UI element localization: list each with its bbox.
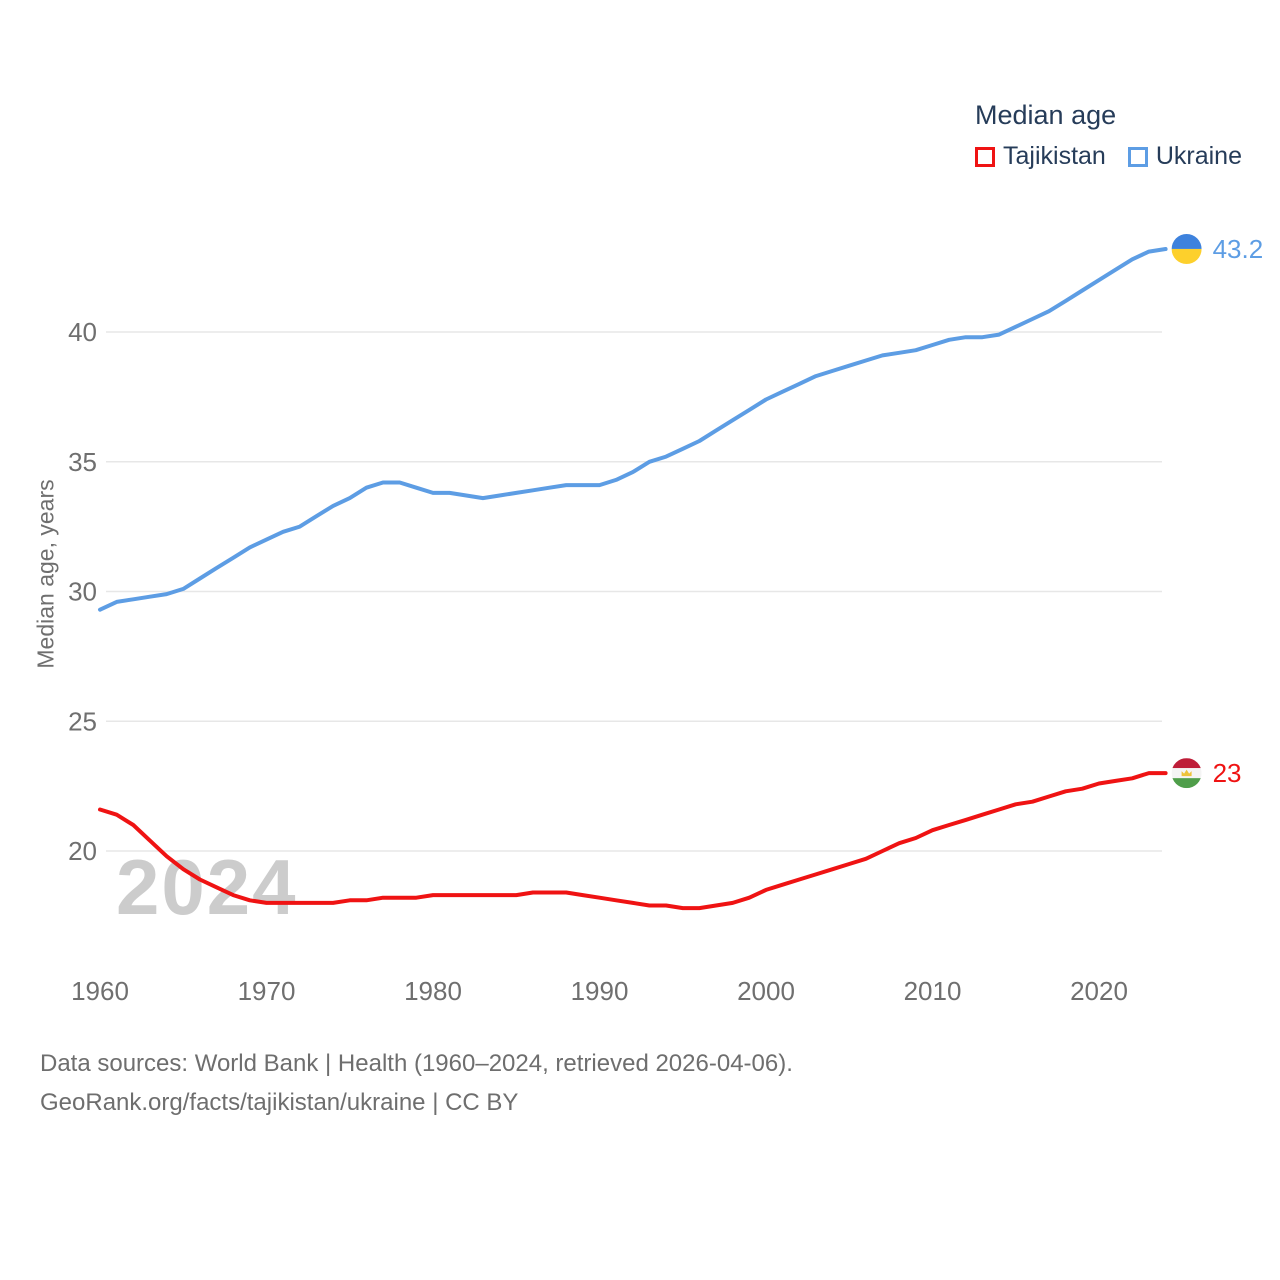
- footer-source-line: Data sources: World Bank | Health (1960–…: [40, 1050, 793, 1077]
- legend-item-label-ukraine: Ukraine: [1155, 142, 1242, 170]
- y-tick-20: 20: [68, 836, 97, 866]
- y-tick-35: 35: [68, 447, 97, 477]
- x-tick-2010: 2010: [904, 976, 962, 1006]
- legend-item-tajikistan[interactable]: Tajikistan: [975, 142, 1106, 171]
- y-tick-30: 30: [68, 577, 97, 607]
- tajikistan-end-value-label: 23: [1213, 758, 1242, 788]
- legend-title: Median age: [975, 100, 1117, 130]
- ukraine-flag-icon: [1171, 233, 1202, 264]
- x-tick-2000: 2000: [737, 976, 795, 1006]
- tajikistan-swatch-icon: [975, 146, 996, 167]
- y-tick-40: 40: [68, 317, 97, 347]
- x-axis-tick-labels: 1960 1970 1980 1990 2000 2010 2020: [71, 976, 1128, 1006]
- ukraine-swatch-icon: [1127, 146, 1148, 167]
- ukraine-end-value-label: 43.2: [1213, 234, 1264, 264]
- series-line-ukraine[interactable]: [98, 247, 1168, 612]
- x-tick-1970: 1970: [238, 976, 296, 1006]
- series-end-markers: 23 43.2: [1171, 233, 1264, 789]
- x-tick-1980: 1980: [404, 976, 462, 1006]
- legend-items: Tajikistan Ukraine: [975, 142, 1242, 171]
- y-axis-tick-labels: 20 25 30 35 40: [68, 317, 97, 866]
- x-tick-2020: 2020: [1070, 976, 1128, 1006]
- series-line-tajikistan[interactable]: [98, 771, 1168, 911]
- footer: Data sources: World Bank | Health (1960–…: [40, 1044, 793, 1122]
- y-axis-title: Median age, years: [32, 479, 59, 669]
- watermark-year: 2024: [116, 843, 298, 931]
- gridlines: [106, 331, 1162, 852]
- tajikistan-flag-icon: [1171, 758, 1202, 789]
- y-tick-25: 25: [68, 706, 97, 736]
- legend-item-ukraine[interactable]: Ukraine: [1127, 142, 1242, 171]
- x-tick-1960: 1960: [71, 976, 129, 1006]
- chart-legend: Median age Tajikistan Ukraine: [975, 100, 1242, 171]
- footer-attribution-line: GeoRank.org/facts/tajikistan/ukraine | C…: [40, 1089, 519, 1116]
- x-tick-1990: 1990: [571, 976, 629, 1006]
- legend-item-label-tajikistan: Tajikistan: [1003, 142, 1106, 170]
- series-lines: [98, 247, 1168, 911]
